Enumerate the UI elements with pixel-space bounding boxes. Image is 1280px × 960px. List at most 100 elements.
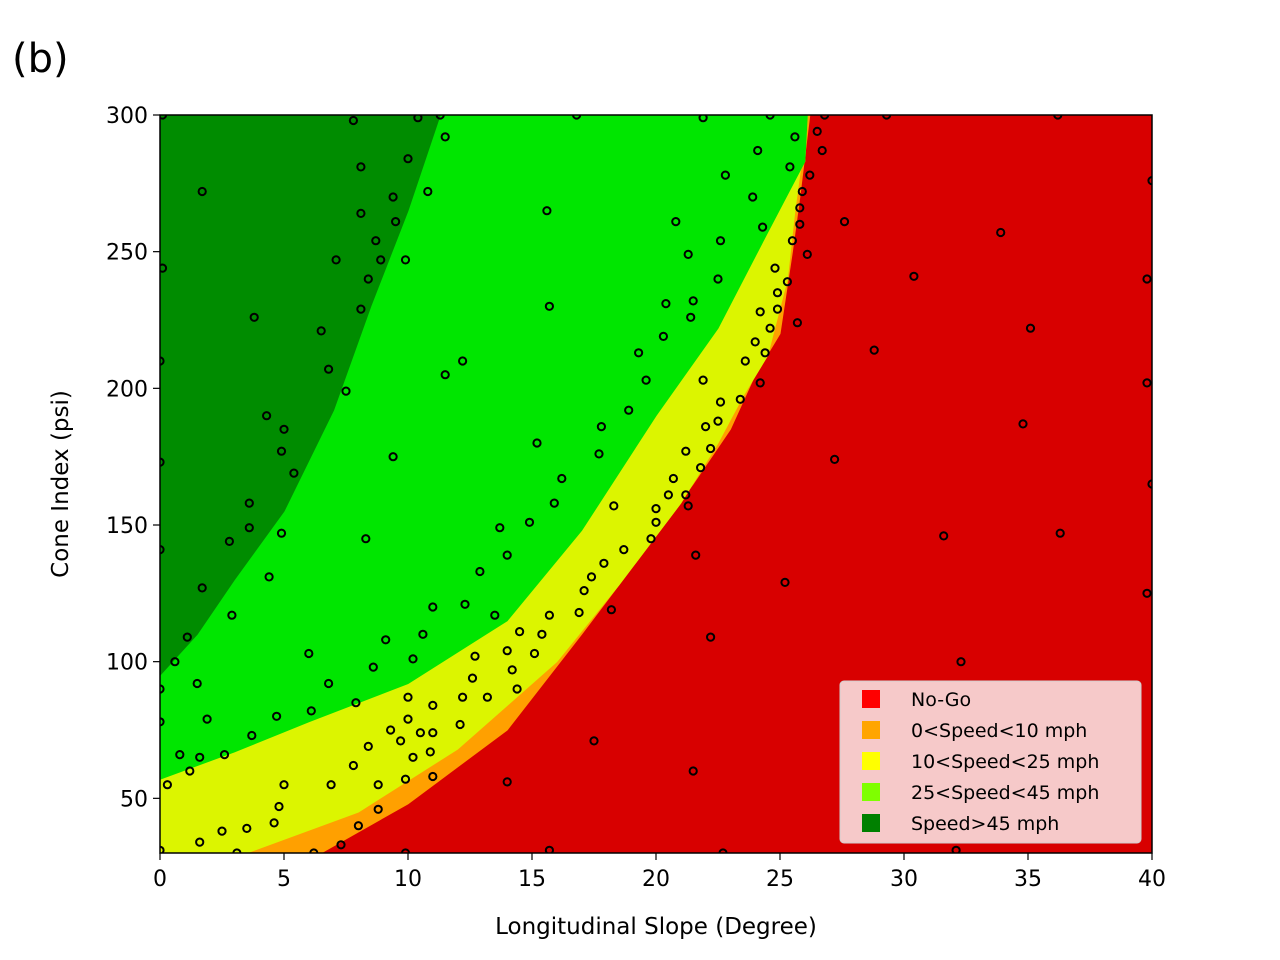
data-point bbox=[403, 692, 413, 702]
data-point bbox=[641, 375, 651, 385]
data-point bbox=[428, 771, 438, 782]
y-tick-label: 300 bbox=[106, 104, 148, 129]
data-point bbox=[470, 651, 480, 661]
x-axis: 0 5 10 15 20 25 30 35 40 bbox=[153, 853, 1166, 892]
data-point bbox=[658, 331, 669, 341]
data-point bbox=[326, 780, 336, 790]
data-point bbox=[683, 249, 693, 259]
data-point bbox=[341, 386, 351, 396]
y-tick-label: 50 bbox=[120, 787, 148, 812]
x-tick-label: 0 bbox=[153, 867, 167, 892]
data-point bbox=[753, 145, 763, 156]
data-point bbox=[765, 323, 775, 333]
data-point bbox=[160, 717, 165, 727]
data-point bbox=[681, 446, 691, 456]
data-point bbox=[348, 760, 358, 771]
data-point bbox=[698, 115, 708, 123]
legend-swatch bbox=[862, 783, 880, 801]
data-point bbox=[373, 804, 383, 814]
data-point bbox=[219, 750, 230, 760]
data-point bbox=[371, 236, 381, 246]
data-point bbox=[805, 170, 815, 180]
data-point bbox=[544, 301, 555, 311]
data-point bbox=[1142, 274, 1152, 284]
data-point bbox=[939, 531, 949, 541]
data-point bbox=[425, 747, 435, 757]
y-tick-label: 100 bbox=[106, 651, 148, 676]
data-point bbox=[272, 711, 282, 721]
data-point bbox=[304, 648, 314, 659]
data-point bbox=[467, 673, 478, 683]
region-4 bbox=[160, 115, 441, 677]
data-point bbox=[356, 208, 366, 218]
data-point bbox=[363, 274, 373, 284]
data-point bbox=[740, 356, 750, 366]
decision-regions bbox=[160, 115, 1152, 853]
data-point bbox=[780, 577, 790, 588]
data-point bbox=[363, 741, 373, 752]
x-tick-label: 15 bbox=[518, 867, 546, 892]
data-points bbox=[160, 115, 1152, 853]
data-point bbox=[996, 227, 1006, 238]
data-point bbox=[244, 498, 254, 508]
data-point bbox=[482, 692, 492, 702]
data-point bbox=[415, 728, 425, 738]
data-point bbox=[460, 599, 470, 609]
data-point bbox=[691, 550, 701, 560]
data-point bbox=[175, 750, 185, 760]
data-point bbox=[1055, 528, 1065, 538]
data-point bbox=[1147, 176, 1152, 186]
data-point bbox=[748, 192, 758, 202]
data-point bbox=[760, 348, 770, 358]
data-point bbox=[755, 307, 765, 317]
data-point bbox=[720, 170, 731, 180]
data-point bbox=[785, 162, 795, 172]
data-point bbox=[557, 473, 567, 484]
data-point bbox=[1147, 479, 1152, 489]
legend-swatch bbox=[862, 752, 880, 770]
data-point bbox=[651, 517, 661, 527]
data-point bbox=[772, 288, 783, 298]
data-point bbox=[718, 848, 728, 853]
data-point bbox=[698, 375, 708, 385]
data-point bbox=[713, 274, 723, 284]
data-point bbox=[606, 605, 617, 615]
data-point bbox=[274, 801, 284, 812]
data-point bbox=[795, 219, 805, 229]
data-point bbox=[309, 848, 319, 853]
data-point bbox=[537, 629, 547, 639]
y-tick-label: 200 bbox=[106, 377, 148, 402]
data-point bbox=[217, 826, 227, 836]
x-tick-label: 5 bbox=[277, 867, 291, 892]
data-point bbox=[830, 454, 840, 464]
x-axis-label: Longitudinal Slope (Degree) bbox=[495, 914, 817, 940]
data-point bbox=[400, 848, 411, 853]
data-point bbox=[1025, 323, 1036, 333]
data-point bbox=[276, 446, 287, 456]
data-point bbox=[681, 490, 691, 500]
data-point bbox=[388, 452, 398, 462]
data-point bbox=[596, 422, 607, 432]
data-point bbox=[160, 457, 165, 467]
data-point bbox=[324, 678, 334, 689]
data-point bbox=[735, 394, 745, 404]
data-point bbox=[495, 523, 505, 533]
data-point bbox=[391, 217, 401, 227]
data-point bbox=[160, 684, 165, 694]
x-tick-label: 10 bbox=[394, 867, 422, 892]
data-point bbox=[289, 468, 299, 478]
y-tick-label: 150 bbox=[106, 514, 148, 539]
data-point bbox=[502, 646, 512, 656]
data-point bbox=[579, 586, 589, 596]
data-point bbox=[1018, 419, 1028, 429]
data-point bbox=[688, 766, 698, 776]
data-point bbox=[1142, 378, 1152, 388]
data-point bbox=[413, 115, 423, 123]
data-point bbox=[869, 345, 879, 355]
data-point bbox=[701, 422, 711, 432]
data-point bbox=[160, 545, 165, 555]
x-tick-label: 25 bbox=[766, 867, 794, 892]
data-point bbox=[403, 714, 413, 724]
data-point bbox=[512, 684, 522, 694]
data-point bbox=[817, 145, 827, 156]
